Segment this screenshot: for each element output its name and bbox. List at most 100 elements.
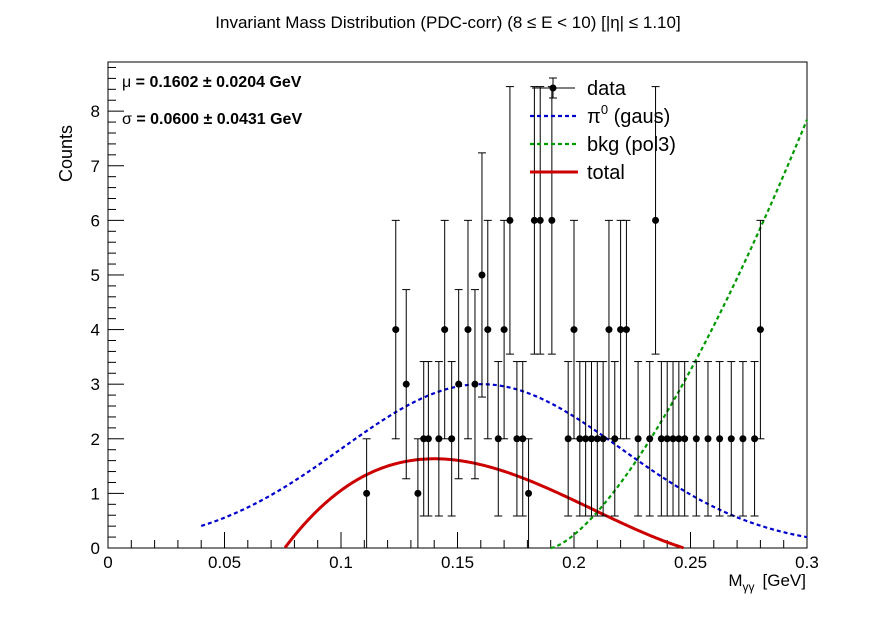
legend-item-total: total [530, 162, 625, 184]
data-marker [681, 435, 689, 443]
data-point [622, 219, 631, 440]
data-point [424, 361, 433, 517]
data-point [362, 438, 371, 549]
data-point [500, 219, 509, 440]
data-point [570, 219, 578, 440]
y-tick-label: 6 [91, 211, 100, 230]
data-point [518, 361, 527, 517]
data-point [634, 361, 643, 517]
data-marker [692, 435, 700, 443]
y-tick-label: 2 [91, 430, 100, 449]
data-point [669, 361, 678, 517]
data-point [564, 361, 573, 517]
fit-param-mu: μ = 0.1602 ± 0.0204 GeV [122, 74, 302, 91]
series-total-curve [283, 457, 684, 550]
data-marker [716, 435, 724, 443]
data-point [738, 361, 747, 517]
data-marker [587, 435, 595, 443]
data-point [703, 361, 712, 517]
y-tick-label: 5 [91, 266, 100, 285]
x-axis-label-main: M [728, 571, 742, 590]
legend: data π0 (gaus) bkg (pol3) total [530, 77, 676, 184]
data-point [494, 361, 503, 517]
data-marker [652, 216, 660, 224]
data-marker [530, 216, 538, 224]
data-marker [464, 326, 472, 334]
data-marker [435, 435, 443, 443]
legend-label-bkg: bkg (pol3) [587, 134, 676, 156]
y-tick-label: 7 [91, 157, 100, 176]
data-marker [663, 435, 671, 443]
x-axis: 0 0.05 0.1 0.15 0.2 0.25 0.3 [103, 532, 819, 572]
data-point [756, 219, 765, 440]
data-marker [414, 489, 422, 497]
x-tick-label: 0.05 [208, 553, 241, 572]
data-point [599, 361, 608, 517]
data-marker [513, 435, 521, 443]
series-gaus-curve [200, 383, 808, 539]
data-point [413, 438, 422, 549]
legend-item-data: data [532, 77, 627, 100]
data-marker [576, 435, 584, 443]
fit-param-sigma: σ = 0.0600 ± 0.0431 GeV [122, 111, 302, 128]
data-marker [617, 326, 625, 334]
data-marker [392, 326, 400, 334]
y-tick-label: 0 [91, 539, 100, 558]
data-point [536, 86, 545, 355]
data-marker [669, 435, 677, 443]
data-marker [756, 326, 764, 334]
data-marker [519, 435, 527, 443]
data-point [440, 219, 449, 440]
data-point [604, 219, 613, 440]
data-point [434, 361, 443, 517]
data-marker [646, 435, 654, 443]
data-marker [564, 435, 572, 443]
fit-params: μ = 0.1602 ± 0.0204 GeV σ = 0.0600 ± 0.0… [122, 74, 302, 128]
data-point [470, 289, 479, 480]
x-tick-label: 0.15 [441, 553, 474, 572]
data-marker [593, 435, 601, 443]
data-marker [478, 271, 486, 279]
data-point [483, 219, 492, 440]
data-marker [484, 326, 492, 334]
data-point [587, 361, 596, 517]
data-point [391, 219, 400, 440]
x-axis-label: Mγγ [GeV] [728, 571, 806, 594]
data-point [402, 289, 411, 480]
x-axis-label-sub: γγ [743, 580, 755, 594]
legend-label-total: total [587, 162, 625, 184]
data-marker [727, 435, 735, 443]
x-tick-label: 0.1 [329, 553, 353, 572]
y-tick-label: 1 [91, 484, 100, 503]
y-axis: 0 1 2 3 4 5 6 7 8 [91, 66, 124, 558]
data-marker [675, 435, 683, 443]
x-tick-label: 0.25 [674, 553, 707, 572]
data-point [610, 361, 619, 517]
data-marker [402, 380, 410, 388]
data-marker [448, 435, 456, 443]
legend-label-data: data [587, 78, 627, 100]
data-marker [548, 216, 556, 224]
data-point [454, 289, 463, 480]
data-marker [500, 326, 508, 334]
chart-title: Invariant Mass Distribution (PDC-corr) (… [215, 13, 680, 32]
data-marker [611, 435, 619, 443]
data-point [477, 152, 486, 398]
data-marker [582, 435, 590, 443]
data-point [524, 438, 533, 549]
data-marker [494, 435, 502, 443]
data-point [512, 361, 521, 517]
data-point [447, 361, 456, 517]
legend-item-bkg: bkg (pol3) [530, 134, 676, 156]
data-marker [506, 216, 514, 224]
data-point [750, 361, 759, 517]
y-axis-label: Counts [56, 125, 76, 182]
data-marker [605, 326, 613, 334]
data-marker [536, 216, 544, 224]
data-marker [704, 435, 712, 443]
legend-label-gaus: π0 (gaus) [587, 102, 670, 128]
x-tick-label: 0.2 [562, 553, 586, 572]
x-axis-label-unit: [GeV] [763, 571, 806, 590]
